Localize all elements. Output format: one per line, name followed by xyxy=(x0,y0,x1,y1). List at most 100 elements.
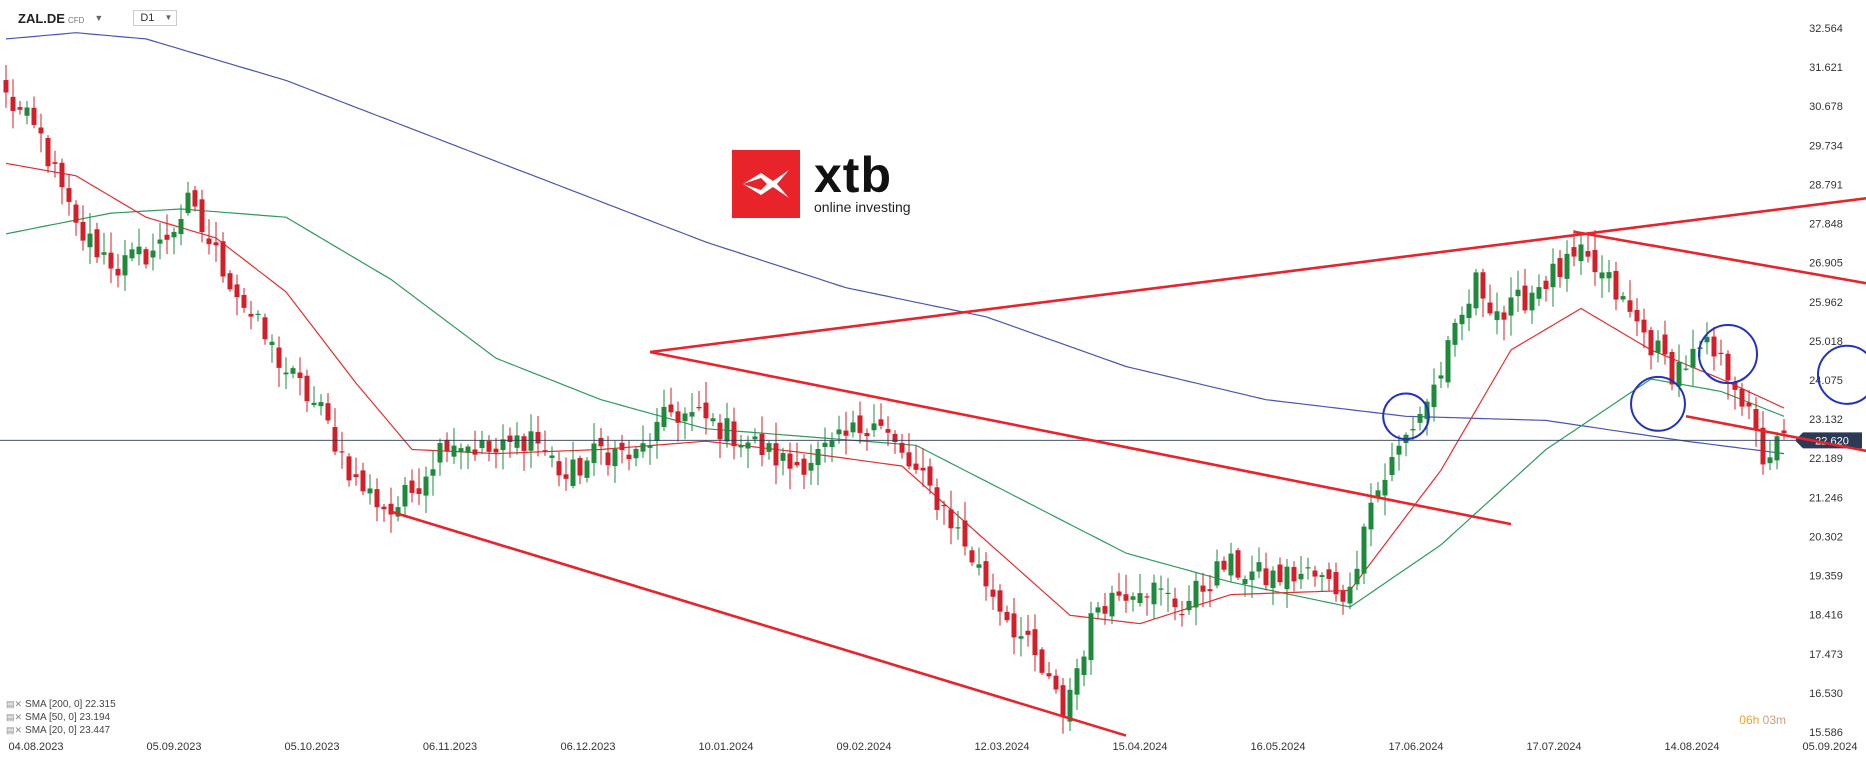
candle-body xyxy=(1242,579,1248,584)
candle-body xyxy=(801,458,807,475)
candle-body xyxy=(1102,606,1108,614)
candle-body xyxy=(1347,586,1353,604)
candle-body xyxy=(1130,596,1136,600)
candle-body xyxy=(1634,309,1640,322)
candle-body xyxy=(276,347,282,368)
candle-body xyxy=(1046,673,1052,677)
symbol-label[interactable]: ZAL.DE CFD xyxy=(18,11,84,26)
candle-body xyxy=(626,454,632,460)
candle-body xyxy=(605,452,611,466)
symbol-dropdown-icon[interactable]: ▼ xyxy=(94,13,104,23)
candle-body xyxy=(80,221,86,241)
y-tick-label: 23.132 xyxy=(1809,414,1843,426)
candle-body xyxy=(115,268,121,276)
candle-body xyxy=(234,284,240,298)
candle-body xyxy=(1319,575,1325,578)
candle-body xyxy=(129,249,135,259)
candle-body xyxy=(1417,414,1423,423)
candle-body xyxy=(619,442,625,451)
candle-body xyxy=(1648,330,1654,356)
candle-body xyxy=(598,437,604,447)
candle-body xyxy=(612,448,618,467)
countdown-hours: 06h xyxy=(1739,713,1760,727)
candle-body xyxy=(738,445,744,448)
candle-body xyxy=(1158,588,1164,590)
candle-body xyxy=(584,460,590,478)
x-tick-label: 04.08.2023 xyxy=(8,741,63,753)
legend-item-sma20[interactable]: ▤✕ SMA [20, 0] 23.447 xyxy=(6,725,111,736)
candle-body xyxy=(290,368,296,374)
candle-body xyxy=(1011,613,1017,638)
candle-body xyxy=(1116,591,1122,596)
candle-body xyxy=(1690,348,1696,368)
candle-body xyxy=(1144,596,1150,598)
candle-body xyxy=(962,520,968,547)
candle-body xyxy=(521,436,527,451)
candle-body xyxy=(1095,607,1101,613)
candle-body xyxy=(1620,296,1626,300)
candle-body xyxy=(143,249,149,265)
annotation-circle xyxy=(1630,375,1686,432)
candle-body xyxy=(1270,570,1276,589)
candle-body xyxy=(745,442,751,449)
candle-body xyxy=(556,461,562,476)
candle-body xyxy=(52,162,58,164)
candle-body xyxy=(1543,280,1549,289)
candle-body xyxy=(1781,430,1787,434)
candle-body xyxy=(388,503,394,515)
candle-body xyxy=(773,443,779,466)
candle-body xyxy=(1235,550,1241,578)
candle-body xyxy=(752,436,758,440)
indicator-settings-icon[interactable]: ▤✕ xyxy=(6,712,23,722)
candle-body xyxy=(507,435,513,443)
candle-body xyxy=(1529,292,1535,311)
x-tick-label: 05.09.2023 xyxy=(146,741,201,753)
candle-body xyxy=(1431,384,1437,408)
candle-body xyxy=(647,445,653,448)
candle-body xyxy=(297,372,303,378)
sma50-line xyxy=(5,208,1785,608)
candle-body xyxy=(437,442,443,463)
candle-body xyxy=(1123,594,1129,601)
candle-body xyxy=(1039,649,1045,673)
candle-body xyxy=(346,456,352,481)
candle-body xyxy=(1767,457,1773,464)
candle-body xyxy=(1151,582,1157,605)
x-tick-label: 05.10.2023 xyxy=(284,741,339,753)
annotation-circle xyxy=(1382,392,1430,441)
candle-body xyxy=(850,422,856,433)
countdown-minutes: 03m xyxy=(1762,713,1786,727)
candle-body xyxy=(1277,564,1283,583)
current-price-tag xyxy=(1795,432,1862,449)
candle-body xyxy=(969,550,975,563)
candle-body xyxy=(1291,567,1297,582)
candle-body xyxy=(864,433,870,437)
candle-body xyxy=(164,234,170,240)
candle-body xyxy=(213,242,219,246)
candle-body xyxy=(766,443,772,452)
candle-body xyxy=(1662,334,1668,355)
symbol-type: CFD xyxy=(67,15,85,25)
indicator-settings-icon[interactable]: ▤✕ xyxy=(6,725,23,735)
candle-body xyxy=(1214,561,1220,586)
candle-body xyxy=(1585,251,1591,257)
candle-body xyxy=(1410,429,1416,431)
legend-item-sma200[interactable]: ▤✕ SMA [200, 0] 22.315 xyxy=(6,699,116,710)
candle-body xyxy=(948,509,954,529)
annotation-circle xyxy=(1816,344,1866,405)
candle-body xyxy=(486,441,492,452)
candle-body xyxy=(689,412,695,417)
candle-body xyxy=(1550,263,1556,288)
timeframe-select[interactable]: D1 ▼ xyxy=(133,10,178,26)
candle-body xyxy=(1760,427,1766,465)
candle-body xyxy=(955,527,961,529)
y-tick-label: 17.473 xyxy=(1809,649,1843,661)
legend-item-sma50[interactable]: ▤✕ SMA [50, 0] 23.194 xyxy=(6,712,111,723)
candle-body xyxy=(465,446,471,453)
candle-body xyxy=(136,246,142,255)
candle-body xyxy=(353,474,359,478)
candle-body xyxy=(1641,319,1647,333)
candle-body xyxy=(262,317,268,340)
indicator-settings-icon[interactable]: ▤✕ xyxy=(6,699,23,709)
